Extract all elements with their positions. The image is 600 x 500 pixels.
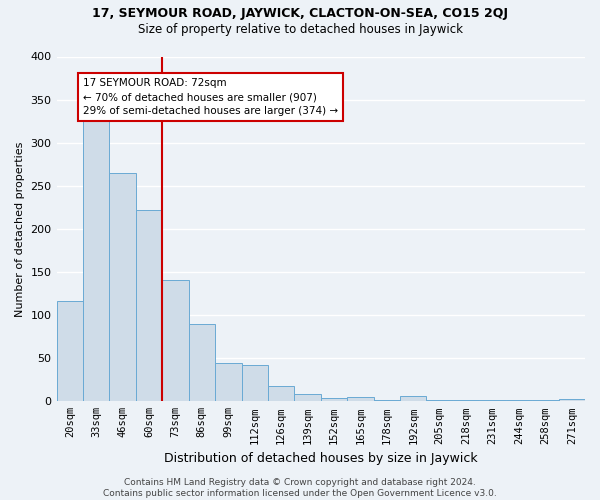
Bar — [109, 173, 136, 402]
Text: 17, SEYMOUR ROAD, JAYWICK, CLACTON-ON-SEA, CO15 2QJ: 17, SEYMOUR ROAD, JAYWICK, CLACTON-ON-SE… — [92, 8, 508, 20]
Bar — [295, 394, 321, 402]
Bar — [162, 280, 188, 402]
Bar — [188, 324, 215, 402]
Bar — [506, 400, 532, 402]
Bar — [242, 365, 268, 402]
Bar — [453, 400, 479, 402]
Bar — [427, 400, 453, 402]
Y-axis label: Number of detached properties: Number of detached properties — [15, 141, 25, 316]
Bar — [83, 117, 109, 402]
Text: Size of property relative to detached houses in Jaywick: Size of property relative to detached ho… — [137, 22, 463, 36]
Bar — [347, 397, 374, 402]
Bar — [215, 362, 242, 402]
Text: 17 SEYMOUR ROAD: 72sqm
← 70% of detached houses are smaller (907)
29% of semi-de: 17 SEYMOUR ROAD: 72sqm ← 70% of detached… — [83, 78, 338, 116]
Bar — [479, 400, 506, 402]
Bar — [559, 398, 585, 402]
Bar — [374, 400, 400, 402]
X-axis label: Distribution of detached houses by size in Jaywick: Distribution of detached houses by size … — [164, 452, 478, 465]
Bar — [136, 210, 162, 402]
Bar — [400, 396, 427, 402]
Bar — [532, 400, 559, 402]
Bar — [321, 398, 347, 402]
Bar — [56, 302, 83, 402]
Bar — [268, 386, 295, 402]
Text: Contains HM Land Registry data © Crown copyright and database right 2024.
Contai: Contains HM Land Registry data © Crown c… — [103, 478, 497, 498]
